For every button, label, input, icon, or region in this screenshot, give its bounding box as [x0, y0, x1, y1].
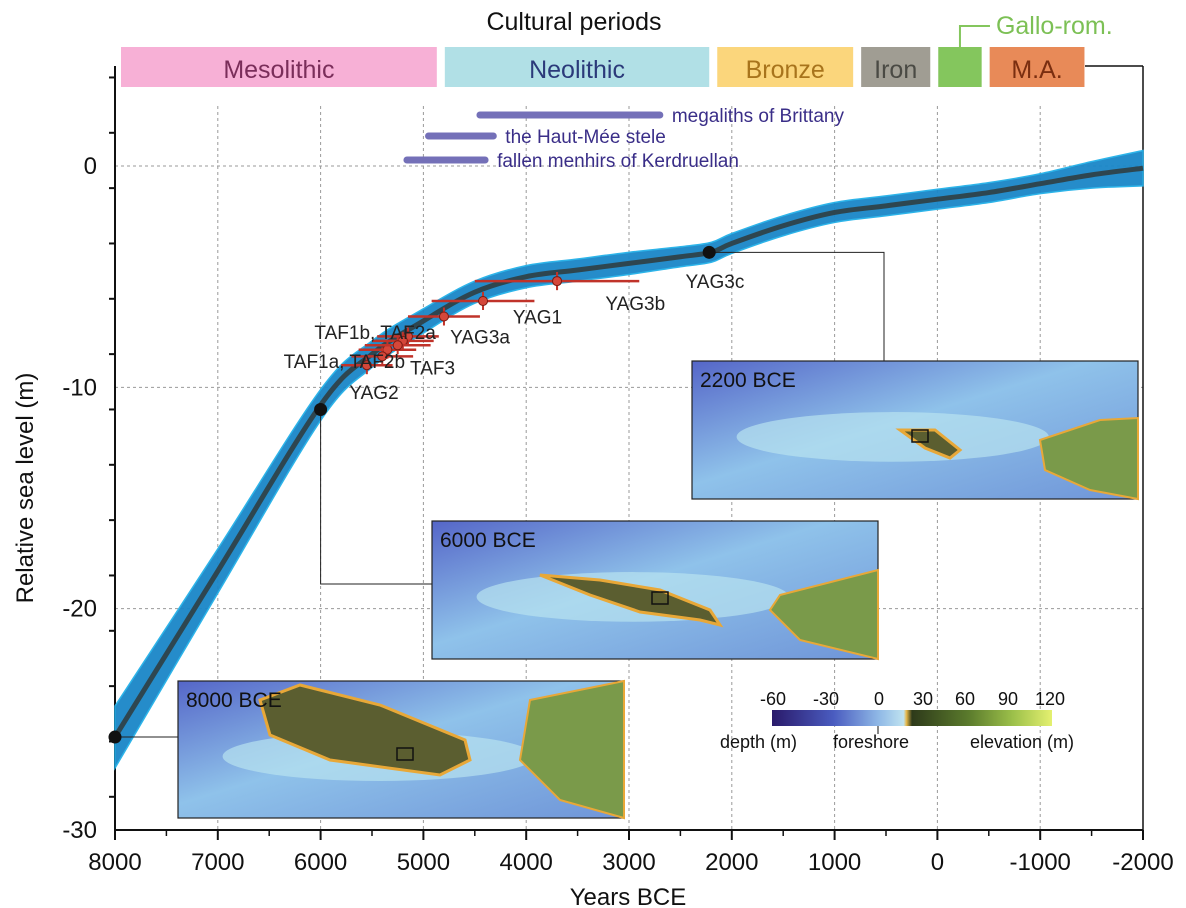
- sample-label: YAG3a: [450, 327, 510, 348]
- period-box: [989, 47, 1085, 87]
- x-tick-label: 6000: [294, 849, 347, 876]
- map-inset: 6000 BCE: [431, 520, 879, 661]
- map-island: [539, 573, 724, 628]
- study-area-box: [396, 747, 414, 761]
- period-box: [861, 47, 931, 87]
- axes: 8000 7000 6000 5000 4000 3000 2000 1000 0 -1000 -2…: [62, 65, 1174, 876]
- sample-point: [438, 311, 449, 322]
- period-box: [444, 47, 710, 87]
- y-tick-label: -20: [62, 596, 97, 623]
- y-tick-label: -30: [62, 817, 97, 844]
- period-label: Mesolithic: [223, 56, 334, 84]
- cultural-periods-bar: Mesolithic Neolithic Bronze Iron Gallo-rom. M…: [121, 12, 1113, 87]
- sample-point: [377, 351, 388, 362]
- x-tick-label: 5000: [397, 849, 450, 876]
- colorbar-tick-label: 90: [998, 689, 1018, 709]
- map-mainland: [768, 568, 879, 661]
- period-label: M.A.: [1011, 56, 1062, 84]
- elevation-label: elevation (m): [970, 732, 1074, 752]
- leader-2200: [709, 251, 885, 361]
- x-tick-label: 4000: [500, 849, 553, 876]
- sample-label: YAG3b: [605, 294, 665, 315]
- x-tick-label: 7000: [191, 849, 244, 876]
- colorbar-tick-label: 0: [874, 689, 884, 709]
- study-area-box: [651, 591, 669, 605]
- colorbar-tick-label: 30: [913, 689, 933, 709]
- monument-label: fallen menhirs of Kerdruellan: [497, 151, 739, 172]
- map-mainland: [1038, 416, 1139, 501]
- study-area-box: [911, 429, 929, 443]
- map-insets: 8000 BCE 6000 BCE 2200 BCE: [177, 360, 1139, 820]
- colorbar-legend: -60 -30 0 30 60 90 120 depth (m) foreshore elevat…: [720, 689, 1074, 752]
- x-tick-label: 2000: [705, 849, 758, 876]
- sample-label: YAG3c: [686, 272, 745, 293]
- map-date-label: 8000 BCE: [186, 689, 282, 712]
- monument-label: the Haut-Mée stele: [505, 127, 666, 148]
- x-tick-label: -1000: [1010, 849, 1071, 876]
- sample-label: YAG2: [349, 383, 398, 404]
- snapshot-point: [702, 245, 716, 259]
- leader-6000: [320, 409, 433, 585]
- map-island: [895, 428, 963, 460]
- sample-label: TAF1b, TAF2a: [314, 323, 436, 344]
- foreshore-label: foreshore: [833, 732, 909, 752]
- mean-sea-level-line: [112, 165, 1144, 739]
- map-date-label: 6000 BCE: [440, 529, 536, 552]
- sample-label: TAF3: [410, 358, 455, 379]
- map-mainland: [518, 679, 625, 820]
- colorbar-tick-label: 120: [1035, 689, 1065, 709]
- period-box: [717, 47, 854, 87]
- chart-title: Cultural periods: [486, 8, 661, 36]
- colorbar-tick-label: -30: [813, 689, 839, 709]
- map-shelf: [736, 412, 1049, 462]
- y-tick-label: 0: [84, 153, 97, 180]
- x-axis-label: Years BCE: [570, 884, 687, 908]
- y-tick-label: -10: [62, 374, 97, 401]
- map-island: [258, 683, 472, 777]
- x-tick-label: -2000: [1112, 849, 1173, 876]
- sample-point: [392, 340, 403, 351]
- snapshot-leader-lines: [108, 245, 885, 744]
- period-label: Iron: [874, 56, 917, 84]
- sample-point: [478, 296, 489, 307]
- snapshot-point: [108, 730, 122, 744]
- sample-label: TAF1a, TAF2b: [284, 352, 405, 373]
- x-tick-label: 0: [931, 849, 944, 876]
- map-inset: 8000 BCE: [177, 679, 625, 820]
- y-axis-label: Relative sea level (m): [12, 373, 39, 604]
- snapshot-point: [314, 402, 328, 416]
- monument-ranges: megaliths of Brittany the Haut-Mée stele f…: [403, 106, 845, 172]
- colorbar-tick-label: 60: [955, 689, 975, 709]
- x-tick-label: 3000: [602, 849, 655, 876]
- x-tick-label: 1000: [808, 849, 861, 876]
- sample-point: [361, 360, 372, 371]
- map-date-label: 2200 BCE: [700, 369, 796, 392]
- period-label: Gallo-rom.: [996, 12, 1113, 40]
- sample-label: YAG1: [513, 308, 562, 329]
- colorbar-gradient: [772, 710, 1052, 726]
- period-box: [121, 47, 437, 87]
- period-box: [938, 47, 982, 87]
- monument-label: megaliths of Brittany: [672, 106, 845, 127]
- colorbar-tick-label: -60: [760, 689, 786, 709]
- gallo-roman-leader: [958, 25, 990, 47]
- period-label: Bronze: [746, 56, 825, 84]
- x-tick-label: 8000: [88, 849, 141, 876]
- sample-point: [552, 276, 563, 287]
- depth-label: depth (m): [720, 732, 797, 752]
- period-label: Neolithic: [529, 56, 625, 84]
